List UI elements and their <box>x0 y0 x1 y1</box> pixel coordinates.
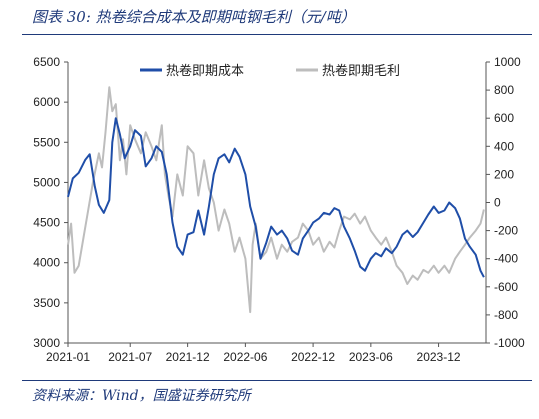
left-axis: 6500 6000 5500 5000 4500 4000 3500 3000 <box>33 55 68 350</box>
right-tick-label: -1000 <box>494 336 525 350</box>
x-tick-label: 2021-12 <box>166 350 210 364</box>
legend-cost-label: 热卷即期成本 <box>166 63 244 79</box>
series-line-cost <box>67 117 485 278</box>
right-tick-label: 800 <box>494 83 514 97</box>
source-note: 资料来源：Wind，国盛证券研究所 <box>32 388 251 404</box>
left-tick-label: 5000 <box>33 175 60 189</box>
right-tick-label: -800 <box>494 308 518 322</box>
x-tick-label: 2021-07 <box>108 350 152 364</box>
plot-frame <box>67 62 487 344</box>
right-tick-label: 200 <box>494 167 514 181</box>
x-tick-label: 2021-01 <box>46 350 90 364</box>
series-layer <box>67 86 485 314</box>
left-tick-label: 6500 <box>33 55 60 69</box>
legend: 热卷即期成本 热卷即期毛利 <box>140 63 400 79</box>
source-rule <box>22 380 532 381</box>
right-tick-label: -400 <box>494 252 518 266</box>
series-line-margin <box>67 86 485 314</box>
chart-title: 图表 30: 热卷综合成本及即期吨钢毛利（元/吨） <box>32 8 356 26</box>
title-rule <box>22 34 532 35</box>
left-tick-label: 5500 <box>33 135 60 149</box>
x-tick-label: 2022-06 <box>223 350 267 364</box>
right-tick-label: 600 <box>494 111 514 125</box>
x-tick-label: 2023-06 <box>349 350 393 364</box>
left-tick-label: 3000 <box>33 336 60 350</box>
right-tick-label: -200 <box>494 224 518 238</box>
legend-margin-label: 热卷即期毛利 <box>322 63 400 79</box>
right-tick-label: 1000 <box>494 55 521 69</box>
left-tick-label: 4500 <box>33 216 60 230</box>
right-tick-label: 0 <box>494 196 501 210</box>
left-tick-label: 3500 <box>33 296 60 310</box>
left-tick-label: 6000 <box>33 95 60 109</box>
right-tick-label: -600 <box>494 280 518 294</box>
right-tick-label: 400 <box>494 139 514 153</box>
right-axis: 1000 800 600 400 200 0 -200 -400 -600 -800 -1000 <box>486 55 525 350</box>
x-tick-label: 2022-12 <box>291 350 335 364</box>
x-axis: 2021-01 2021-07 2021-12 2022-06 2022-12 2023-… <box>46 343 461 364</box>
x-tick-label: 2023-12 <box>417 350 461 364</box>
left-tick-label: 4000 <box>33 256 60 270</box>
